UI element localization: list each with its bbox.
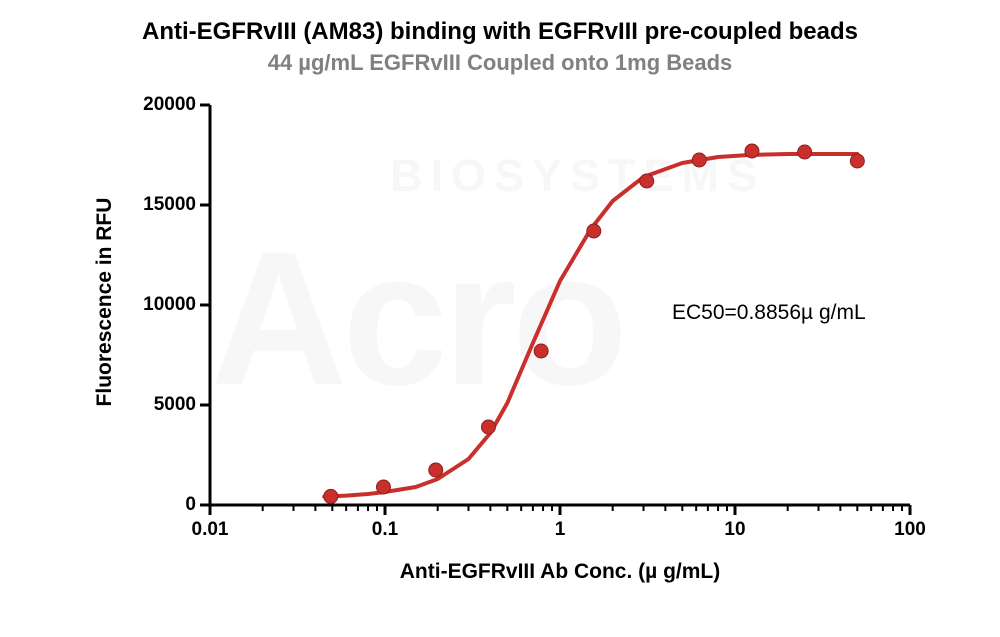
y-tick-label: 5000 xyxy=(154,394,196,416)
y-tick-label: 15000 xyxy=(143,194,196,216)
x-tick-label: 10 xyxy=(705,519,765,541)
x-axis-label: Anti-EGFRvIII Ab Conc. (µ g/mL) xyxy=(210,560,910,584)
y-tick-label: 10000 xyxy=(143,294,196,316)
y-tick-label: 0 xyxy=(185,494,196,516)
y-tick-label: 20000 xyxy=(143,94,196,116)
x-tick-label: 100 xyxy=(880,519,940,541)
y-axis-label: Fluorescence in RFU xyxy=(93,177,117,427)
x-tick-label: 0.01 xyxy=(180,519,240,541)
x-tick-label: 1 xyxy=(530,519,590,541)
x-tick-label: 0.1 xyxy=(355,519,415,541)
ec50-annotation: EC50=0.8856µ g/mL xyxy=(672,301,866,325)
